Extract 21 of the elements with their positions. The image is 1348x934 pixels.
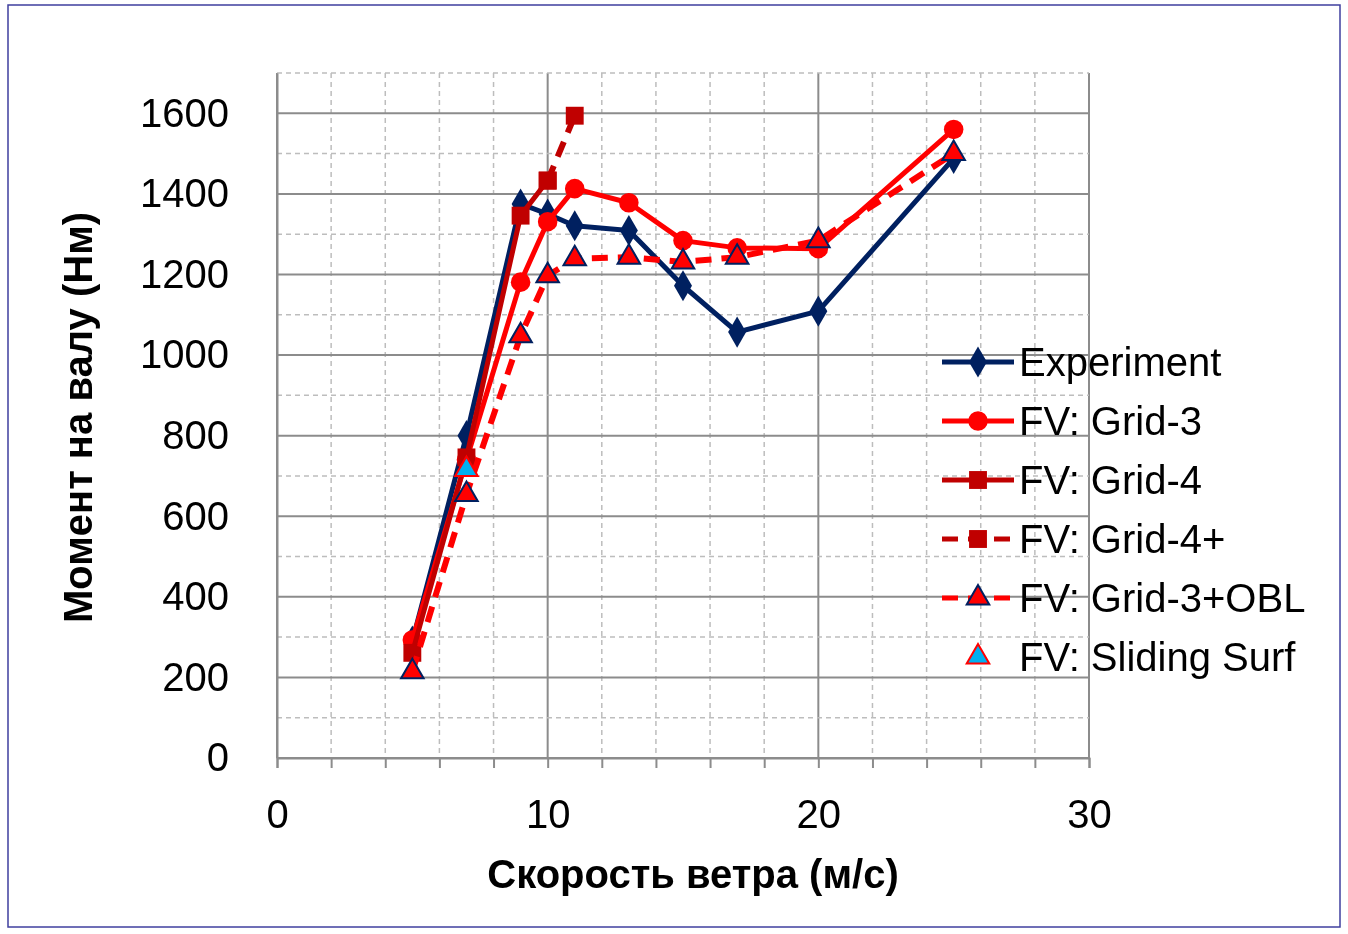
y-tick-label: 1000 xyxy=(140,332,229,377)
x-tick-label: 20 xyxy=(796,792,842,837)
y-tick-label: 1200 xyxy=(140,251,229,296)
y-tick-label: 1400 xyxy=(140,171,229,216)
y-tick-label: 0 xyxy=(206,735,229,780)
y-tick-label: 800 xyxy=(162,412,229,457)
x-tick-label: 30 xyxy=(1067,792,1112,837)
legend-label: FV: Grid-3 xyxy=(1019,399,1202,443)
y-axis-title: Момент на валу (Нм) xyxy=(56,211,100,624)
x-tick-label: 0 xyxy=(266,792,289,837)
legend-label: FV: Sliding Surf xyxy=(1019,635,1297,679)
legend-label: FV: Grid-4+ xyxy=(1019,517,1226,561)
legend-label: FV: Grid-4 xyxy=(1019,458,1202,502)
legend-label: Experiment xyxy=(1019,340,1222,384)
y-tick-label: 600 xyxy=(162,493,229,538)
y-tick-label: 200 xyxy=(162,654,229,699)
x-tick-label: 10 xyxy=(525,792,571,837)
y-tick-label: 1600 xyxy=(140,90,229,135)
y-tick-label: 400 xyxy=(162,574,229,619)
legend-label: FV: Grid-3+OBL xyxy=(1019,576,1306,620)
x-axis-title: Скорость ветра (м/с) xyxy=(487,852,899,896)
